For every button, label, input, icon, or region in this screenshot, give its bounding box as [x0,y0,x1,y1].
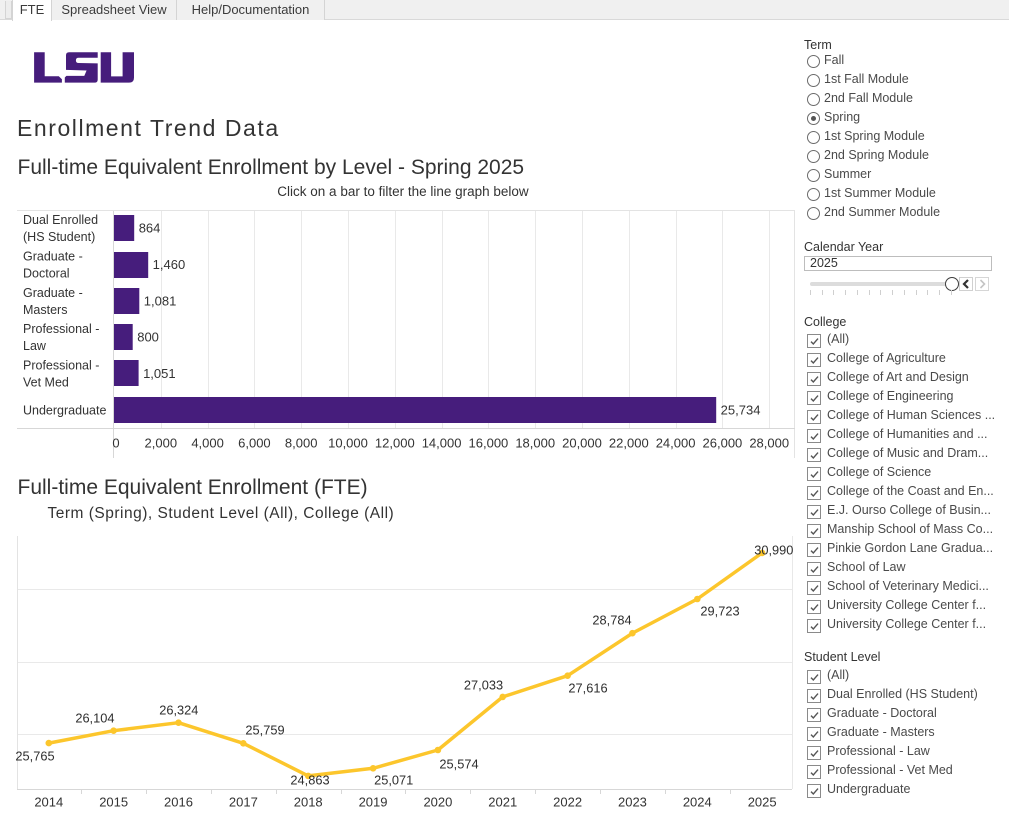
svg-text:Masters: Masters [23,303,67,317]
svg-text:2015: 2015 [99,795,128,810]
svg-text:25,765: 25,765 [15,748,54,763]
svg-text:28,000: 28,000 [749,436,789,451]
svg-text:Undergraduate: Undergraduate [23,403,106,417]
svg-text:2023: 2023 [618,795,647,810]
svg-text:16,000: 16,000 [469,436,509,451]
svg-text:2020: 2020 [423,795,452,810]
svg-text:2024: 2024 [683,795,712,810]
svg-text:27,033: 27,033 [464,677,503,692]
svg-text:Doctoral: Doctoral [23,267,70,281]
svg-text:Professional -: Professional - [23,322,99,336]
svg-text:22,000: 22,000 [609,436,649,451]
svg-text:(HS Student): (HS Student) [23,230,95,244]
svg-text:24,863: 24,863 [290,772,329,787]
svg-text:864: 864 [139,221,161,236]
svg-text:8,000: 8,000 [285,436,318,451]
svg-text:4,000: 4,000 [191,436,224,451]
svg-text:26,104: 26,104 [75,710,114,725]
svg-text:26,000: 26,000 [703,436,743,451]
svg-text:0: 0 [112,436,119,451]
svg-text:2,000: 2,000 [145,436,178,451]
svg-text:28,784: 28,784 [592,612,631,627]
svg-text:24,000: 24,000 [656,436,696,451]
svg-text:25,734: 25,734 [721,402,761,417]
svg-text:2022: 2022 [553,795,582,810]
svg-text:1,081: 1,081 [144,293,177,308]
svg-text:2018: 2018 [294,795,323,810]
svg-text:26,324: 26,324 [159,702,198,717]
svg-text:10,000: 10,000 [328,436,368,451]
svg-text:Professional -: Professional - [23,359,99,373]
svg-text:1,460: 1,460 [153,257,186,272]
svg-text:18,000: 18,000 [515,436,555,451]
svg-text:Graduate -: Graduate - [23,286,83,300]
svg-text:1,051: 1,051 [143,366,176,381]
svg-text:14,000: 14,000 [422,436,462,451]
svg-text:6,000: 6,000 [238,436,271,451]
svg-text:Law: Law [23,339,47,353]
svg-text:2016: 2016 [164,795,193,810]
svg-text:Graduate -: Graduate - [23,250,83,264]
svg-text:2019: 2019 [359,795,388,810]
svg-text:Dual Enrolled: Dual Enrolled [23,213,98,227]
svg-text:Vet Med: Vet Med [23,376,69,390]
svg-text:25,574: 25,574 [439,756,478,771]
svg-text:2014: 2014 [34,795,63,810]
svg-text:25,759: 25,759 [245,723,284,738]
svg-text:20,000: 20,000 [562,436,602,451]
svg-text:2021: 2021 [488,795,517,810]
svg-text:12,000: 12,000 [375,436,415,451]
svg-text:2017: 2017 [229,795,258,810]
svg-text:2025: 2025 [748,795,777,810]
svg-text:800: 800 [137,330,159,345]
svg-text:27,616: 27,616 [568,680,607,695]
svg-text:30,990: 30,990 [754,542,793,557]
svg-text:29,723: 29,723 [700,603,739,618]
svg-text:25,071: 25,071 [374,772,413,787]
